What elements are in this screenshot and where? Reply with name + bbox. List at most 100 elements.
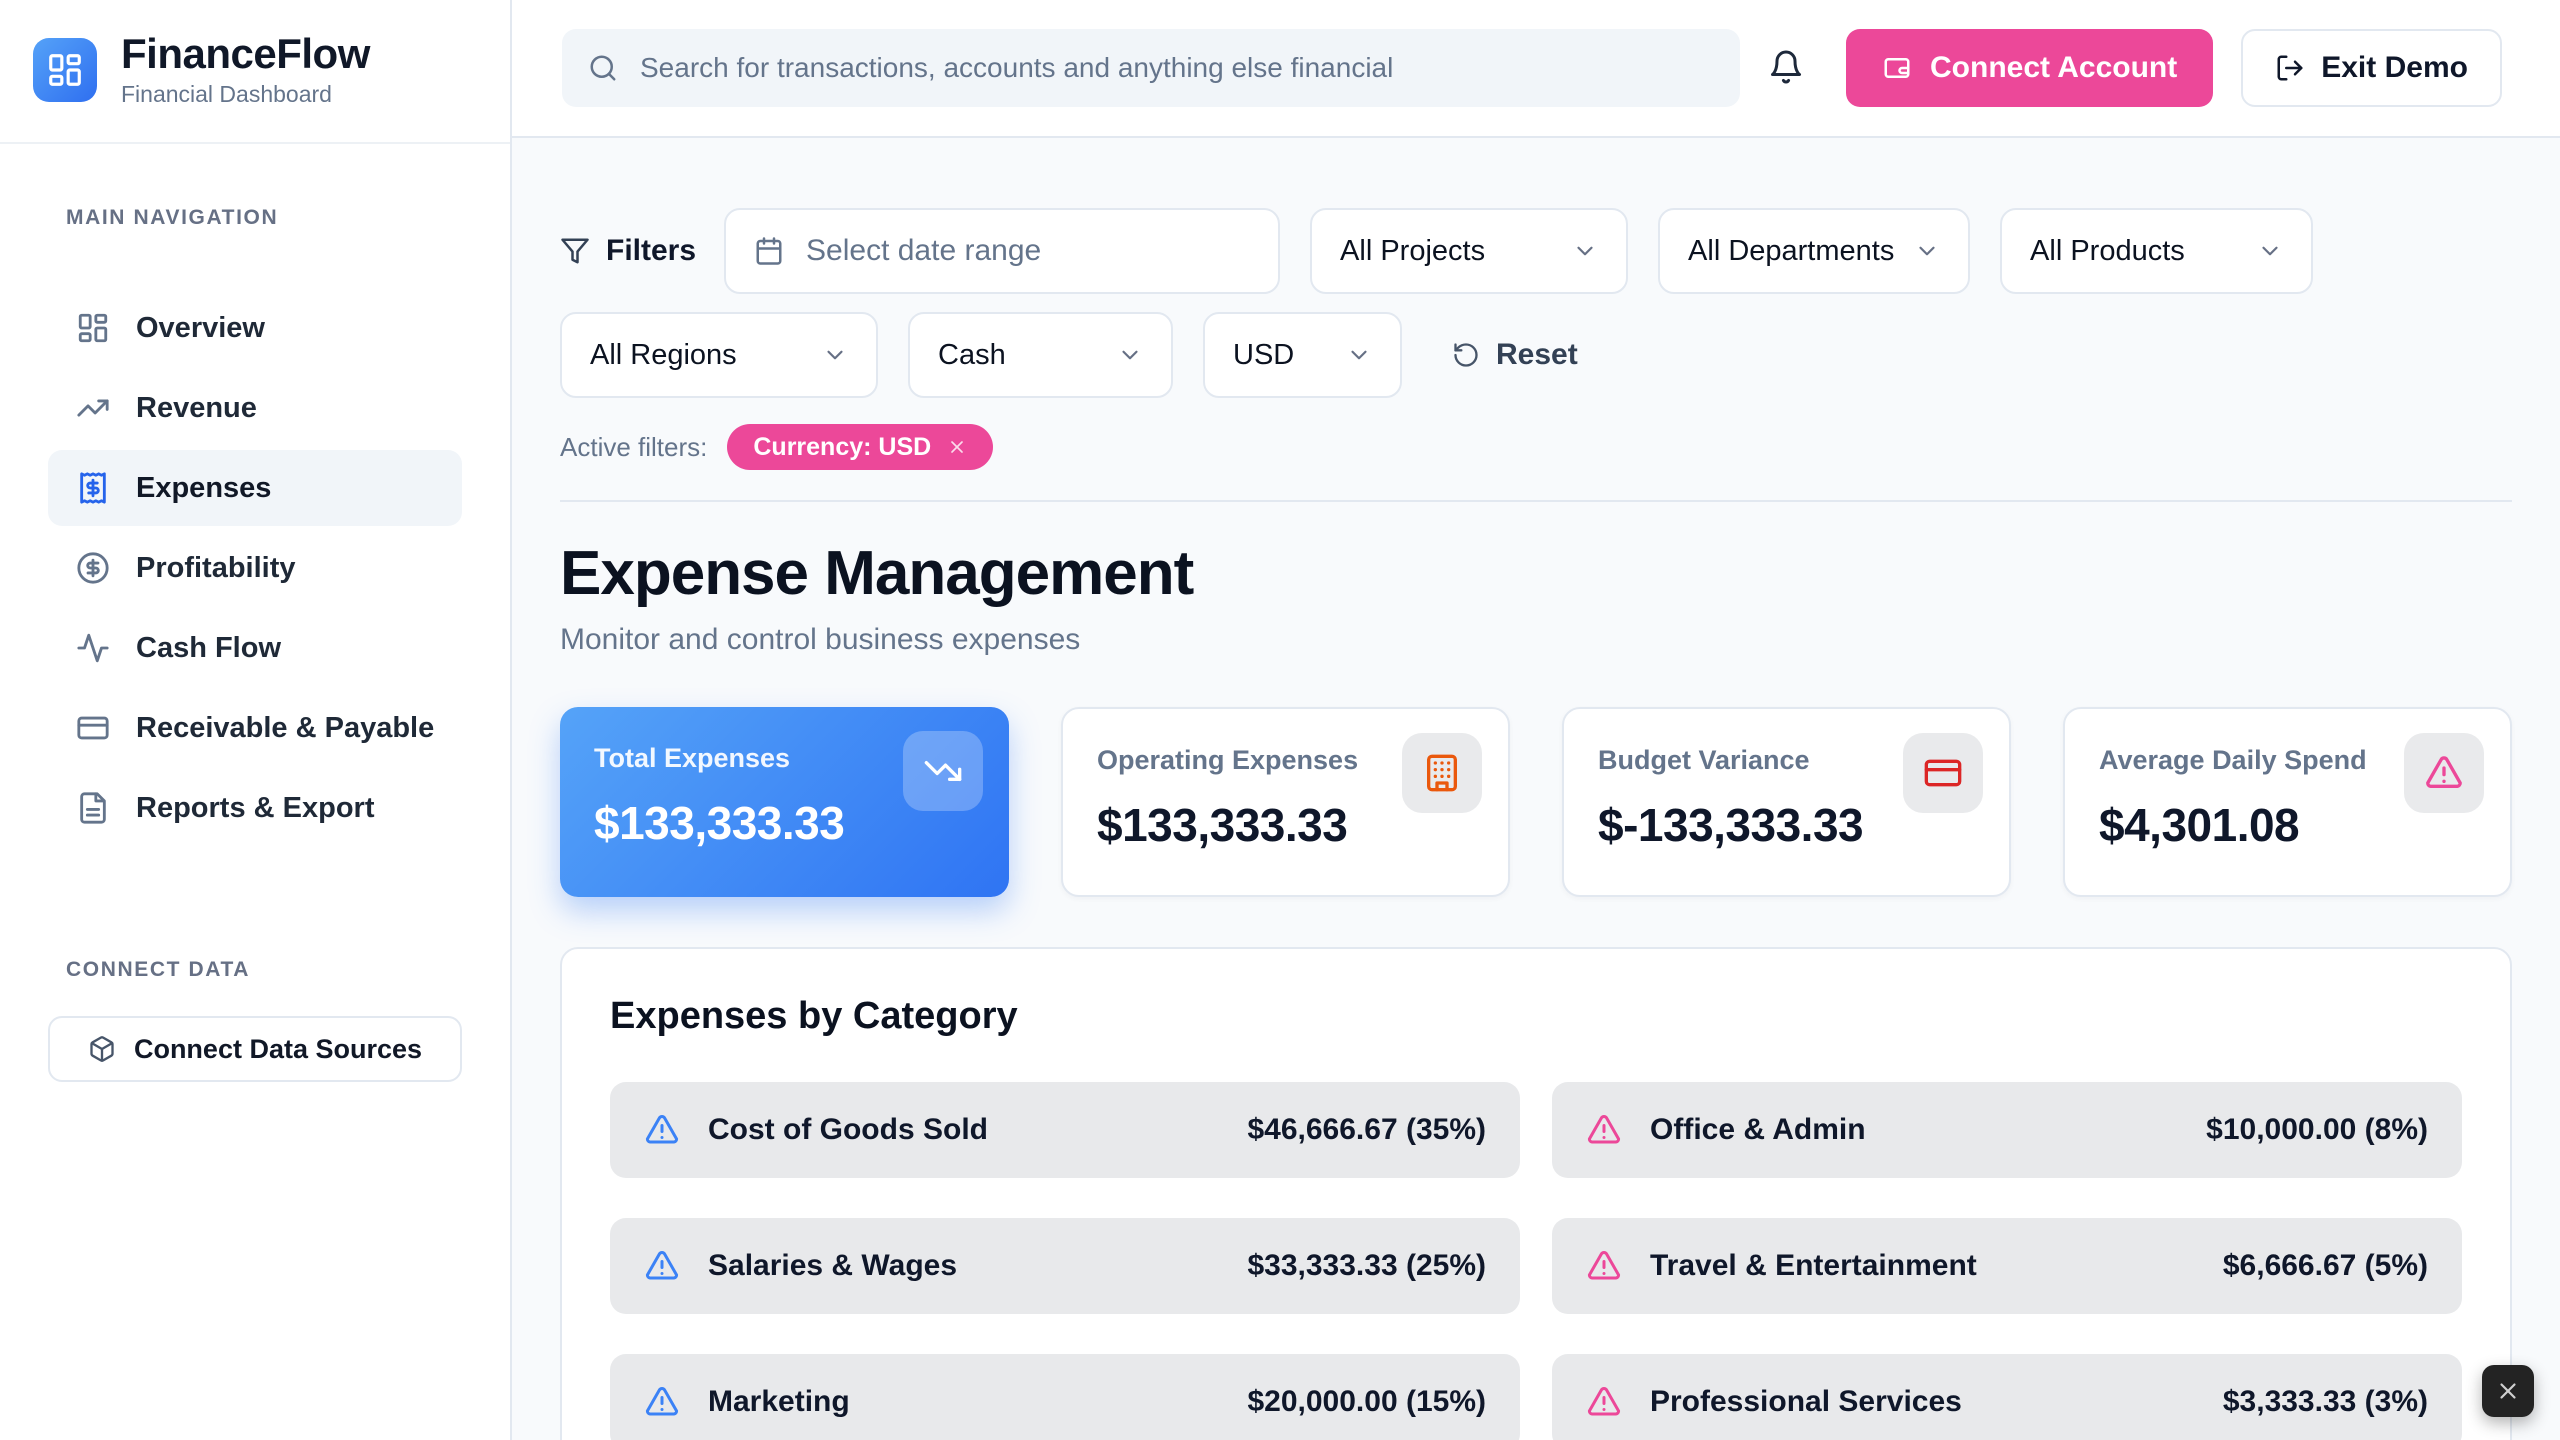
active-filters-row: Active filters: Currency: USD (560, 424, 2512, 470)
connect-section-title: CONNECT DATA (66, 958, 251, 982)
main-column: Connect Account Exit Demo Filters Select… (512, 0, 2560, 1440)
category-row-label: Salaries & Wages (708, 1249, 958, 1282)
chevron-down-icon (1914, 238, 1940, 264)
chevron-down-icon (1117, 342, 1143, 368)
projects-filter-select[interactable]: All Projects (1310, 208, 1629, 294)
nav-list: Overview Revenue Expenses Profitability … (48, 290, 462, 846)
category-row-label: Travel & Entertainment (1650, 1249, 1977, 1282)
content-area: Filters Select date range All Projects A… (512, 138, 2560, 1440)
active-filter-chip[interactable]: Currency: USD (727, 424, 994, 470)
cash-filter-select[interactable]: Cash (908, 312, 1173, 398)
brand-logo (33, 38, 97, 103)
filters-row-1: Filters Select date range All Projects A… (560, 208, 2512, 294)
dollar-circle-icon (76, 551, 110, 585)
filters-row-2: All Regions Cash USD Reset (560, 312, 2512, 398)
receipt-icon (76, 471, 110, 505)
exit-demo-button[interactable]: Exit Demo (2241, 29, 2502, 107)
active-filters-label: Active filters: (560, 431, 708, 462)
top-bar: Connect Account Exit Demo (512, 0, 2560, 138)
connect-data-section: CONNECT DATA Connect Data Sources (0, 958, 510, 1083)
connect-account-label: Connect Account (1930, 51, 2178, 84)
summary-card-icon-chip (2404, 733, 2484, 813)
log-out-icon (2275, 53, 2305, 83)
file-text-icon (76, 791, 110, 825)
trending-up-icon (76, 391, 110, 425)
sidebar-item-receivable-payable[interactable]: Receivable & Payable (48, 690, 462, 766)
funnel-icon (560, 236, 590, 266)
departments-filter-select[interactable]: All Departments (1658, 208, 1971, 294)
sidebar-item-profitability[interactable]: Profitability (48, 530, 462, 606)
summary-card-label: Operating Expenses (1097, 745, 1359, 775)
category-row-label: Cost of Goods Sold (708, 1113, 988, 1146)
calendar-icon (754, 236, 784, 266)
close-widget-button[interactable] (2482, 1365, 2534, 1417)
brand-name: FinanceFlow (121, 30, 370, 77)
nav-section-title: MAIN NAVIGATION (66, 206, 279, 230)
summary-card-label: Budget Variance (1598, 745, 1810, 775)
rotate-ccw-icon (1452, 341, 1480, 369)
search-bar (562, 29, 1740, 107)
reset-filters-button[interactable]: Reset (1446, 337, 1584, 373)
chevron-down-icon (2257, 238, 2283, 264)
chevron-down-icon (822, 342, 848, 368)
regions-filter-select[interactable]: All Regions (560, 312, 878, 398)
summary-card-label: Total Expenses (594, 743, 791, 773)
alert-triangle-icon (1586, 1384, 1622, 1420)
sidebar-item-overview[interactable]: Overview (48, 290, 462, 366)
close-icon (2495, 1378, 2521, 1404)
connect-data-sources-button[interactable]: Connect Data Sources (48, 1016, 462, 1083)
summary-card[interactable]: Average Daily Spend $4,301.08 (2063, 707, 2512, 897)
main-navigation: MAIN NAVIGATION Overview Revenue Expense… (0, 144, 510, 850)
chip-close-icon[interactable] (947, 437, 967, 457)
category-row-value: $20,000.00 (15%) (1247, 1385, 1486, 1418)
chip-label: Currency: USD (753, 432, 932, 461)
summary-cards: Total Expenses $133,333.33 Operating Exp… (560, 707, 2512, 897)
summary-card-value: $133,333.33 (594, 797, 845, 849)
activity-icon (76, 631, 110, 665)
category-row: Office & Admin $10,000.00 (8%) (1552, 1082, 2462, 1178)
currency-filter-select[interactable]: USD (1203, 312, 1402, 398)
summary-card-icon-chip (1402, 733, 1482, 813)
credit-card-icon (1923, 753, 1963, 793)
search-icon (588, 53, 618, 83)
page-title: Expense Management (560, 539, 1194, 608)
alert-triangle-icon (1586, 1112, 1622, 1148)
expenses-by-category-card: Expenses by Category Cost of Goods Sold … (560, 947, 2512, 1440)
search-input[interactable] (638, 51, 1714, 85)
chevron-down-icon (1572, 238, 1598, 264)
category-row: Marketing $20,000.00 (15%) (610, 1354, 1520, 1440)
sidebar-item-reports-export[interactable]: Reports & Export (48, 770, 462, 846)
date-range-placeholder: Select date range (806, 234, 1042, 267)
brand-subtitle: Financial Dashboard (121, 81, 332, 108)
summary-card[interactable]: Total Expenses $133,333.33 (560, 707, 1009, 897)
summary-card-value: $4,301.08 (2099, 799, 2300, 851)
alert-triangle-icon (644, 1384, 680, 1420)
sidebar-item-cash-flow[interactable]: Cash Flow (48, 610, 462, 686)
brand-block: FinanceFlow Financial Dashboard (0, 0, 510, 145)
dashboard-icon (46, 51, 84, 89)
connect-account-button[interactable]: Connect Account (1846, 29, 2214, 107)
date-range-input[interactable]: Select date range (724, 208, 1281, 294)
category-row: Cost of Goods Sold $46,666.67 (35%) (610, 1082, 1520, 1178)
category-row-label: Marketing (708, 1385, 850, 1418)
dashboard-icon (76, 311, 110, 345)
filters-label: Filters (560, 234, 696, 268)
notifications-button[interactable] (1762, 44, 1810, 92)
summary-card-icon-chip (1903, 733, 1983, 813)
wallet-icon (1882, 53, 1912, 83)
summary-card[interactable]: Operating Expenses $133,333.33 (1061, 707, 1510, 897)
connect-data-sources-label: Connect Data Sources (133, 1033, 423, 1064)
bell-icon (1768, 49, 1804, 85)
active-filter-chips: Currency: USD (727, 424, 994, 470)
cube-icon (88, 1035, 116, 1063)
products-filter-select[interactable]: All Products (2000, 208, 2314, 294)
alert-triangle-icon (2424, 753, 2464, 793)
category-section-title: Expenses by Category (610, 995, 1018, 1037)
sidebar-item-expenses[interactable]: Expenses (48, 450, 462, 527)
category-row-value: $46,666.67 (35%) (1247, 1113, 1486, 1146)
category-row-value: $3,333.33 (3%) (2222, 1385, 2428, 1418)
exit-demo-label: Exit Demo (2321, 51, 2468, 84)
summary-card[interactable]: Budget Variance $-133,333.33 (1562, 707, 2011, 897)
sidebar-item-revenue[interactable]: Revenue (48, 370, 462, 446)
credit-card-icon (76, 711, 110, 745)
